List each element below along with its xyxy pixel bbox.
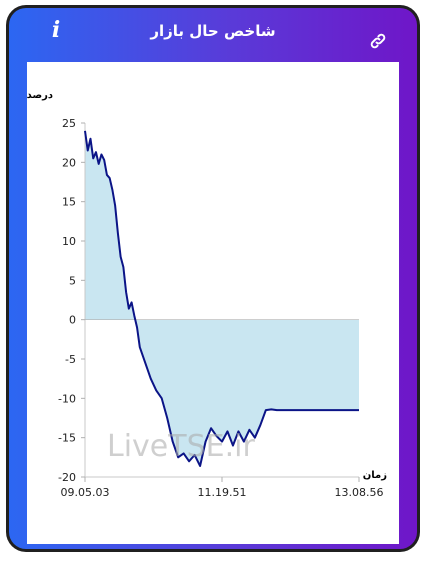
x-tick-label: 11.19.51: [198, 486, 247, 499]
market-status-widget: شاخص حال بازار i درصد زمان LiveTSE.ir 25…: [9, 8, 417, 549]
y-tick-label: -10: [58, 392, 76, 405]
series-area: [85, 130, 359, 466]
y-tick-label: -15: [58, 432, 76, 445]
y-tick-label: 25: [62, 117, 76, 130]
widget-title: شاخص حال بازار: [150, 22, 276, 40]
info-button[interactable]: i: [51, 17, 61, 43]
y-tick-label: 0: [69, 314, 76, 327]
chart-panel: درصد زمان LiveTSE.ir 25 20 15 10 5 0 -5 -10 -15 -…: [27, 62, 399, 544]
link-icon[interactable]: [369, 32, 387, 50]
y-axis-label: درصد: [27, 90, 53, 101]
y-tick-label: -5: [65, 353, 76, 366]
series-line: [84, 130, 359, 467]
watermark: LiveTSE.ir: [107, 429, 255, 464]
market-status-chart: درصد زمان LiveTSE.ir 25 20 15 10 5 0 -5 -10 -15 -…: [27, 90, 388, 499]
y-tick-label: 20: [62, 156, 76, 169]
x-tick-label: 09.05.03: [61, 486, 110, 499]
card-shadow: شاخص حال بازار i درصد زمان LiveTSE.ir 25…: [6, 5, 420, 552]
x-axis-label: زمان: [363, 470, 387, 481]
y-tick-label: 10: [62, 235, 76, 248]
y-tick-label: 5: [69, 274, 76, 287]
y-tick-label: -20: [58, 471, 76, 484]
y-tick-label: 15: [62, 196, 76, 209]
x-tick-label: 13.08.56: [335, 486, 384, 499]
